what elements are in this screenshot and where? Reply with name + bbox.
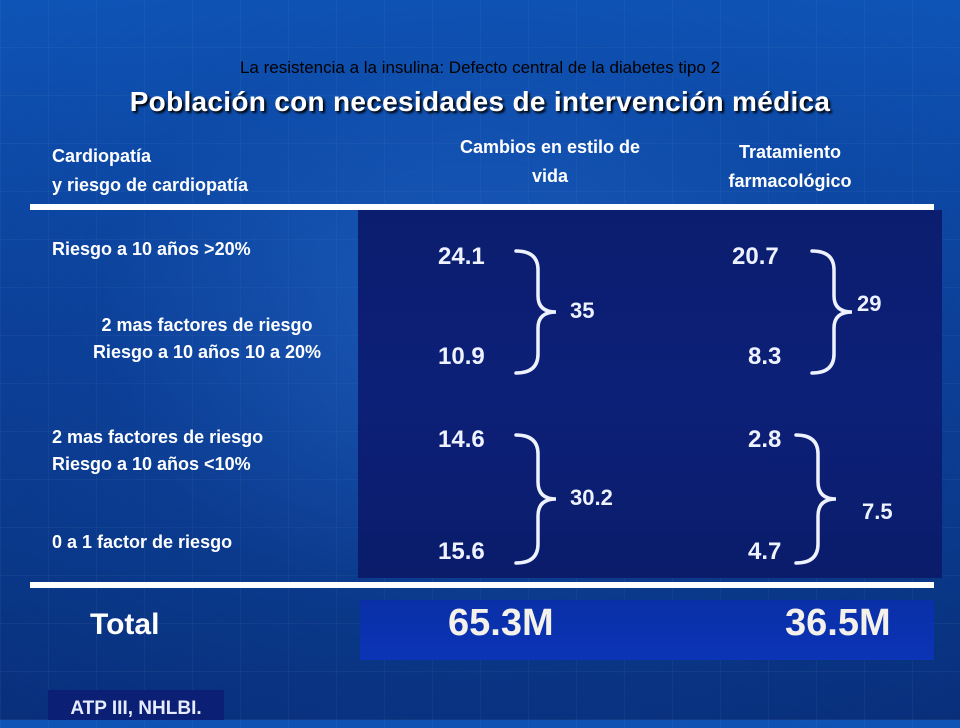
total-label: Total: [90, 608, 160, 641]
data-panel: [358, 210, 942, 578]
row-label-line: Riesgo a 10 años >20%: [52, 239, 251, 259]
drug-header-line2: farmacológico: [728, 171, 852, 191]
drug-group-sum-high: 29: [857, 291, 882, 316]
slide-subtitle: La resistencia a la insulina: Defecto ce…: [239, 58, 721, 77]
lifestyle-value-minimal-risk: 15.6: [438, 538, 485, 565]
row-label-line: 2 mas factores de riesgo: [101, 315, 313, 335]
drug-value-moderate-risk: 8.3: [748, 343, 782, 370]
row-label-line: 2 mas factores de riesgo: [52, 427, 264, 447]
lifestyle-value-moderate-risk: 10.9: [438, 343, 485, 370]
source-citation: ATP III, NHLBI.: [48, 690, 224, 720]
drug-value-high-risk: 20.7: [732, 243, 779, 270]
row-label-high-risk: Riesgo a 10 años >20%: [52, 236, 251, 263]
lifestyle-group-sum-low: 30.2: [570, 485, 613, 510]
brace-lifestyle-high-icon: [514, 249, 557, 375]
row-label-moderate-risk: 2 mas factores de riesgo Riesgo a 10 año…: [52, 312, 362, 366]
category-column-header: Cardiopatía y riesgo de cardiopatía: [52, 142, 352, 200]
row-label-line: 0 a 1 factor de riesgo: [52, 532, 233, 552]
drug-group-sum-low: 7.5: [862, 499, 893, 524]
category-header-line1: Cardiopatía: [52, 146, 152, 166]
total-drug-value: 36.5M: [785, 602, 891, 644]
drug-header-line1: Tratamiento: [738, 142, 842, 162]
row-label-line: Riesgo a 10 años 10 a 20%: [92, 342, 322, 362]
total-lifestyle-value: 65.3M: [448, 602, 554, 644]
lifestyle-group-sum-high: 35: [570, 298, 595, 323]
lifestyle-value-high-risk: 24.1: [438, 243, 485, 270]
slide-title: Población con necesidades de intervenció…: [129, 86, 831, 117]
drug-value-low-risk: 2.8: [748, 426, 782, 453]
brace-drug-low-icon: [794, 433, 837, 565]
lifestyle-column-header: Cambios en estilo de vida: [420, 133, 680, 191]
total-panel: [360, 600, 934, 660]
row-label-line: Riesgo a 10 años <10%: [52, 454, 251, 474]
lifestyle-header-line2: vida: [531, 166, 569, 186]
header-divider: [30, 204, 934, 210]
brace-drug-high-icon: [810, 249, 853, 375]
row-label-low-risk: 2 mas factores de riesgo Riesgo a 10 año…: [52, 424, 263, 478]
lifestyle-value-low-risk: 14.6: [438, 426, 485, 453]
brace-lifestyle-low-icon: [514, 433, 557, 565]
total-divider: [30, 582, 934, 588]
drug-column-header: Tratamiento farmacológico: [690, 138, 890, 196]
lifestyle-header-line1: Cambios en estilo de: [459, 137, 641, 157]
drug-value-minimal-risk: 4.7: [748, 538, 782, 565]
row-label-minimal-risk: 0 a 1 factor de riesgo: [52, 529, 232, 556]
category-header-line2: y riesgo de cardiopatía: [52, 175, 249, 195]
